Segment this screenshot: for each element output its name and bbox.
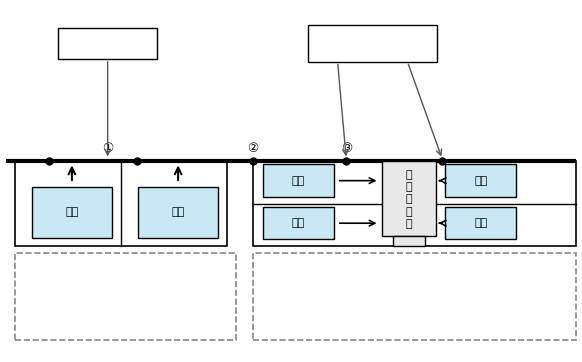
Bar <box>15 253 236 340</box>
Bar <box>445 164 516 197</box>
Text: ②: ② <box>247 142 259 155</box>
Text: ③: ③ <box>340 142 352 155</box>
Bar <box>382 161 436 236</box>
Bar <box>58 28 157 59</box>
Text: 開
発
道
路
等: 開 発 道 路 等 <box>406 169 412 229</box>
Text: 開発道路等の公道への出入口
が一つの基礎番号に当たる場
合: 開発道路等の公道への出入口 が一つの基礎番号に当たる場 合 <box>260 262 346 304</box>
Text: 10～15メートル間隔で
区切った点: 10～15メートル間隔で 区切った点 <box>332 31 413 55</box>
Bar <box>263 164 334 197</box>
Text: ３号: ３号 <box>292 176 305 186</box>
Bar <box>15 161 227 246</box>
Bar <box>393 236 425 246</box>
Bar <box>138 187 218 237</box>
Text: 基礎番号: 基礎番号 <box>93 37 123 50</box>
Text: ３号: ３号 <box>474 218 488 228</box>
Bar <box>263 207 334 239</box>
Text: ３号: ３号 <box>292 218 305 228</box>
Bar <box>31 187 112 237</box>
Text: １号: １号 <box>65 207 79 217</box>
Bar <box>253 253 576 340</box>
Bar <box>308 25 436 62</box>
Text: ３号: ３号 <box>474 176 488 186</box>
Text: １号: １号 <box>172 207 184 217</box>
Text: ①: ① <box>102 142 113 155</box>
Text: 建物が近接しており、各戸の出
入口が同じ基礎番号に当たる
場合: 建物が近接しており、各戸の出 入口が同じ基礎番号に当たる 場合 <box>22 262 114 304</box>
Bar <box>253 161 576 246</box>
Bar <box>445 207 516 239</box>
